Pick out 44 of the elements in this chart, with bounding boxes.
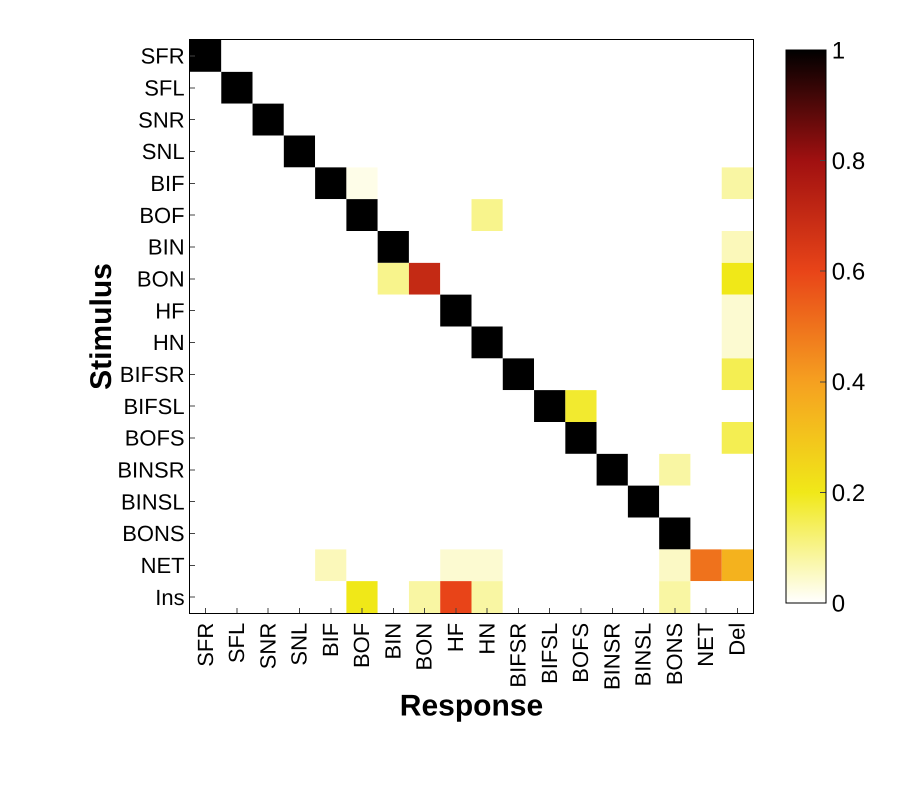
y-tick-label: SFR [140,44,185,69]
color-bar-label: 1 [832,37,846,64]
y-tick-label: BOFS [124,426,185,451]
x-tick-label: BOFS [568,622,594,683]
x-tick-label: BINSL [630,622,656,686]
y-tick-label: SNR [138,107,185,132]
x-tick-label: SFL [224,622,250,664]
y-tick-label: HF [155,298,185,324]
y-tick-label: BOF [139,202,185,228]
x-tick-label: BIFSL [536,622,562,684]
y-tick-label: SNL [142,139,185,164]
x-tick-label: HN [474,622,500,655]
x-tick-label: BIFSR [506,622,531,688]
x-axis-title: Response [400,690,544,723]
y-tick-label: BINSR [117,457,185,482]
x-tick-label: BOF [349,622,374,668]
x-tick-label: BONS [662,622,687,686]
y-tick-label: SFL [144,75,185,100]
y-tick-label: NET [140,552,185,578]
y-tick-label: BONS [122,521,185,546]
x-tick-label: HF [443,622,468,652]
color-bar-label: 0.4 [832,369,866,396]
x-tick-label: Del [724,622,750,656]
x-tick-label: SNL [286,622,312,666]
x-tick-label: NET [693,622,718,667]
x-tick-label: BIF [318,622,343,658]
y-tick-label: BIFSR [120,362,185,387]
y-tick-label: BON [136,266,185,292]
color-bar-label: 0.2 [832,480,866,507]
y-tick-label: BIFSL [123,394,185,419]
y-axis-title: Stimulus [84,263,118,390]
x-tick-label: BINSR [599,622,624,690]
x-tick-label: SFR [192,622,218,667]
y-tick-label: BIN [148,234,185,260]
color-bar-label: 0 [832,590,846,618]
y-tick-label: BINSL [121,489,185,514]
color-bar-label: 0.6 [832,258,866,286]
y-tick-label: BIF [150,170,185,196]
x-tick-label: BIN [380,622,406,660]
color-bar-label: 0.8 [832,148,866,175]
y-tick-label: Ins [155,584,185,610]
x-tick-label: SNR [255,622,280,670]
x-tick-label: BON [412,622,437,670]
y-tick-label: HN [152,330,185,356]
